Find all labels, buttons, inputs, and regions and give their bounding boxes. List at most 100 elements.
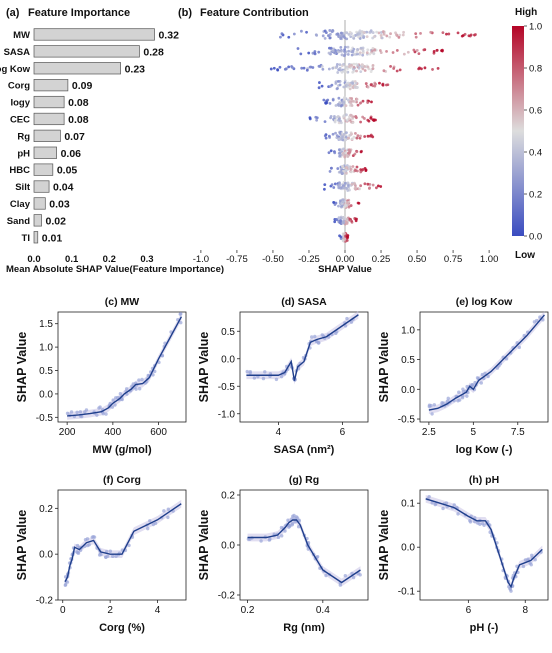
shap-point-mw	[328, 29, 332, 32]
shap-point-silt	[338, 183, 342, 187]
shap-point-log-kow	[371, 63, 375, 67]
dependence-point	[521, 564, 526, 569]
shap-point-silt	[342, 186, 346, 190]
shap-point-silt	[375, 186, 378, 190]
colorbar-tick-label: 0.6	[529, 106, 542, 117]
dependence-point	[137, 378, 141, 382]
dependence-point	[470, 383, 474, 387]
x-axis-label: Rg (nm)	[283, 622, 325, 634]
dependence-point	[69, 410, 74, 414]
dependence-point	[134, 387, 138, 391]
shap-point-mw	[292, 32, 296, 36]
shap-point-corg	[378, 81, 381, 85]
dependence-point	[522, 333, 526, 338]
shap-point-silt	[347, 184, 350, 188]
x-axis-label: SASA (nm²)	[274, 444, 335, 456]
shap-point-iogy	[340, 104, 343, 108]
bar-clay	[33, 197, 46, 210]
bar-category-label: Iogy	[10, 98, 30, 109]
shap-point-log-kow	[363, 69, 367, 72]
y-tick-label: 0.1	[401, 499, 415, 510]
shap-point-ti	[345, 235, 349, 238]
shap-point-sasa	[343, 45, 347, 49]
shap-point-iogy	[336, 103, 340, 106]
dependence-point	[515, 564, 519, 568]
shap-point-ph	[346, 155, 350, 158]
shap-point-sasa	[339, 45, 343, 49]
dependence-point	[98, 405, 102, 409]
dependence-point	[151, 373, 155, 377]
x-tick-label: 2	[107, 605, 113, 616]
shap-point-clay	[341, 198, 345, 202]
shap-point-silt	[346, 181, 350, 185]
shap-point-rg	[345, 131, 348, 134]
shap-point-mw	[339, 37, 343, 40]
shap-point-mw	[414, 32, 418, 36]
shap-point-cec	[347, 117, 351, 121]
dependence-point	[351, 575, 356, 580]
shap-point-mw	[362, 31, 366, 35]
shap-point-log-kow	[300, 66, 304, 70]
trend-line	[64, 503, 182, 582]
shap-point-rg	[335, 136, 339, 139]
bar-category-label: HBC	[9, 165, 30, 176]
shap-point-sasa	[311, 51, 315, 55]
shap-point-log-kow	[302, 66, 306, 70]
shap-point-silt	[332, 186, 336, 189]
bar-category-label: TI	[22, 233, 30, 244]
dependence-point	[157, 360, 161, 365]
shap-point-corg	[330, 83, 334, 87]
shap-point-clay	[339, 199, 342, 203]
x-tick-label: 0.00	[336, 254, 355, 265]
shap-point-silt	[358, 187, 361, 191]
shap-point-cec	[369, 116, 373, 120]
shap-point-rg	[341, 135, 344, 139]
shap-point-iogy	[366, 101, 370, 104]
y-tick-label: 0.5	[39, 366, 53, 377]
shap-point-corg	[342, 85, 346, 89]
panel-a-xlabel: Mean Absolute SHAP Value(Feature Importa…	[6, 264, 224, 275]
shap-point-mw	[358, 29, 362, 33]
x-tick-label: 5	[471, 427, 477, 438]
dependence-point	[153, 369, 157, 374]
shap-point-silt	[379, 185, 383, 188]
dependence-point	[452, 503, 456, 507]
dependence-point	[283, 529, 287, 533]
shap-point-log-kow	[366, 65, 370, 69]
shap-point-mw	[328, 36, 332, 40]
shap-point-corg	[336, 86, 339, 90]
dependence-point	[85, 537, 90, 541]
shap-point-mw	[305, 30, 308, 34]
shap-point-log-kow	[431, 68, 434, 71]
shap-point-cec	[359, 120, 362, 124]
bar-category-label: pH	[17, 148, 30, 159]
shap-point-corg	[369, 83, 373, 87]
shap-point-log-kow	[276, 68, 280, 72]
shap-point-log-kow	[344, 70, 348, 74]
dependence-point	[286, 518, 290, 522]
x-axis-label: pH (-)	[470, 622, 499, 634]
shap-point-rg	[354, 132, 357, 135]
shap-point-log-kow	[327, 67, 331, 71]
shap-point-iogy	[331, 98, 335, 102]
shap-point-rg	[356, 134, 360, 138]
shap-point-sasa	[351, 50, 355, 54]
shap-point-iogy	[338, 101, 342, 104]
shap-point-log-kow	[354, 62, 358, 66]
panel-a-chart: MW 0.32 SASA 0.28 log Kow 0.23 Corg 0.09 Iogy 0.0…	[0, 28, 179, 265]
shap-point-cec	[349, 113, 353, 117]
shap-point-sasa	[355, 50, 359, 54]
dependence-point	[120, 397, 124, 402]
dependence-point	[245, 369, 249, 374]
dependence-point	[483, 371, 487, 375]
plot-frame	[419, 489, 549, 601]
x-tick-label: -0.75	[226, 254, 248, 265]
bar-hbc	[33, 163, 54, 176]
y-tick-label: 0.0	[221, 541, 235, 552]
shap-point-sasa	[379, 51, 383, 55]
dependence-point	[349, 320, 354, 324]
shap-point-cec	[354, 115, 358, 118]
x-tick-label: 0.4	[316, 605, 330, 616]
shap-point-mw	[395, 33, 398, 37]
y-tick-label: 0.0	[401, 543, 415, 554]
